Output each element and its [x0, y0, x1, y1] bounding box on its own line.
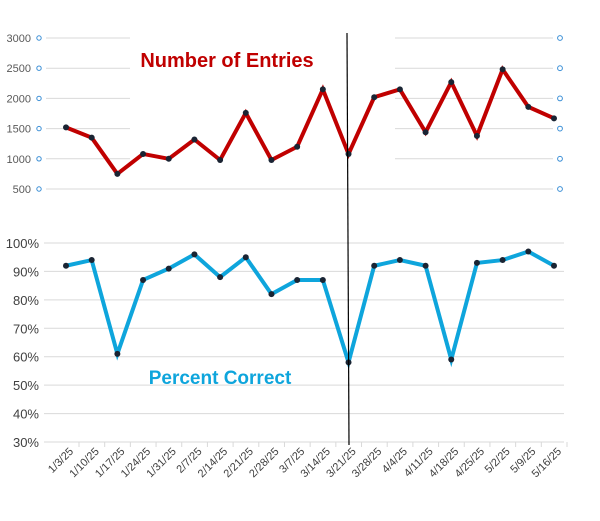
entries-right-marker — [557, 186, 563, 192]
percent-series — [63, 248, 557, 370]
percent-point — [396, 257, 403, 264]
percent-y-axis: 100% 90% 80% 70% 60% 50% 40% 30% — [6, 236, 40, 450]
entries-point — [294, 143, 301, 150]
percent-y-tick-label: 100% — [6, 236, 40, 251]
percent-point — [499, 257, 506, 264]
entries-point — [319, 86, 326, 93]
entries-left-marker — [36, 186, 42, 192]
entries-point — [396, 86, 403, 93]
entries-line — [65, 65, 555, 177]
entries-point — [268, 157, 275, 164]
percent-y-tick-label: 90% — [13, 264, 39, 279]
entries-y-tick-label: 1500 — [7, 124, 31, 136]
percent-point — [525, 248, 532, 255]
entries-y-tick-label: 3000 — [7, 33, 31, 45]
percent-point — [63, 262, 69, 269]
percent-point — [319, 276, 326, 283]
entries-point — [551, 115, 557, 122]
entries-left-marker — [36, 156, 42, 162]
percent-point — [191, 251, 198, 258]
percent-point — [473, 259, 480, 266]
entries-right-axis-markers — [557, 35, 563, 192]
percent-point — [242, 254, 249, 261]
percent-y-tick-label: 60% — [13, 350, 39, 365]
entries-point — [473, 132, 480, 139]
entries-right-marker — [557, 155, 563, 162]
entries-left-marker — [36, 125, 42, 132]
entries-right-marker — [557, 65, 563, 72]
percent-point — [268, 291, 275, 298]
entries-point — [242, 109, 249, 116]
percent-line — [65, 249, 555, 370]
entries-title: Number of Entries — [140, 50, 313, 72]
entries-y-tick-label: 2500 — [7, 63, 31, 75]
entries-right-marker — [557, 125, 563, 132]
entries-point — [345, 150, 352, 157]
entries-right-marker — [557, 35, 563, 41]
entries-y-axis: 3000 2500 2000 1500 1000 500 — [7, 33, 31, 196]
entries-right-marker — [557, 95, 563, 102]
percent-point — [422, 262, 429, 269]
entries-y-tick-label: 2000 — [7, 93, 31, 105]
percent-y-tick-label: 80% — [13, 293, 39, 308]
percent-point — [88, 257, 95, 264]
entries-point — [191, 136, 198, 143]
entries-point — [422, 129, 429, 136]
entries-left-marker — [36, 95, 42, 102]
entries-series — [63, 65, 557, 177]
entries-point — [499, 66, 506, 73]
entries-y-tick-label: 500 — [13, 184, 31, 196]
percent-point — [217, 274, 224, 281]
entries-gridlines — [36, 35, 553, 192]
entries-point — [63, 124, 69, 131]
entries-point — [114, 170, 121, 177]
entries-y-tick-label: 1000 — [7, 154, 31, 166]
x-tick-label: 5/2/25 — [483, 446, 513, 476]
entries-point — [448, 79, 455, 86]
percent-gridlines — [44, 242, 568, 447]
percent-point — [551, 262, 557, 269]
entries-left-marker — [36, 65, 42, 71]
entries-point — [88, 134, 95, 141]
entries-point — [371, 94, 378, 101]
percent-point — [165, 265, 172, 272]
entries-point — [140, 150, 147, 157]
entries-left-marker — [36, 35, 42, 41]
percent-y-tick-label: 30% — [13, 435, 39, 450]
percent-y-tick-label: 70% — [13, 321, 39, 336]
percent-point — [140, 276, 147, 283]
percent-y-tick-label: 50% — [13, 378, 39, 393]
percent-point — [448, 356, 455, 363]
percent-title: Percent Correct — [149, 368, 292, 389]
percent-y-tick-label: 40% — [13, 407, 39, 422]
entries-point — [165, 155, 172, 162]
entries-point — [217, 157, 224, 164]
percent-point — [114, 350, 121, 357]
x-axis: 1/3/251/10/251/17/251/24/251/31/252/7/25… — [46, 446, 564, 480]
entries-point — [525, 103, 532, 110]
percent-point — [294, 276, 301, 283]
percent-point — [371, 262, 378, 269]
divider-line — [346, 32, 350, 446]
